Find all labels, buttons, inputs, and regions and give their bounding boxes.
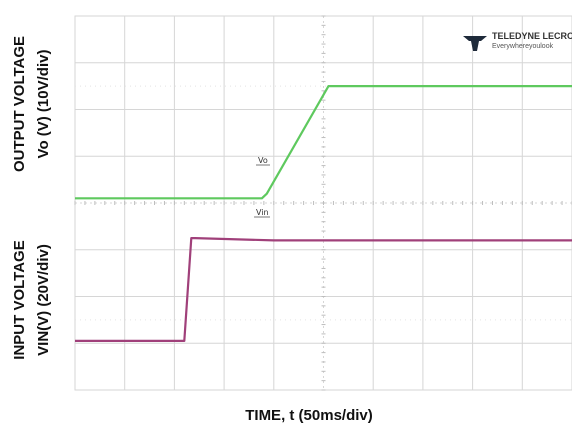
input-voltage-label-2-wrap: VIN(V) (20V/div) <box>35 244 52 356</box>
vo-marker-label: Vo <box>258 156 268 165</box>
input-voltage-label-1: INPUT VOLTAGE <box>11 240 28 359</box>
teledyne-logo-icon <box>463 36 487 51</box>
output-voltage-label-2: Vo (V) (10V/div) <box>35 50 52 159</box>
vin-marker-label: Vin <box>256 208 269 217</box>
vo-marker: Vo <box>256 156 270 166</box>
brand-logo: TELEDYNE LECROY Everywhereyoulook <box>463 31 572 51</box>
trace-vo <box>75 84 572 200</box>
x-axis-label: TIME, t (50ms/div) <box>245 407 373 424</box>
brand-tagline: Everywhereyoulook <box>492 43 554 50</box>
traces <box>75 84 572 342</box>
brand-name: TELEDYNE LECROY <box>492 31 572 41</box>
vin-marker: Vin <box>254 208 270 218</box>
input-voltage-label-1-wrap: INPUT VOLTAGE <box>11 240 28 359</box>
trace-vin <box>75 237 572 342</box>
output-voltage-label-2-wrap: Vo (V) (10V/div) <box>35 50 52 159</box>
input-voltage-label-2: VIN(V) (20V/div) <box>35 244 52 356</box>
scope-grid <box>74 15 572 391</box>
output-voltage-label-1-wrap: OUTPUT VOLTAGE <box>11 36 28 172</box>
output-voltage-label-1: OUTPUT VOLTAGE <box>11 36 28 172</box>
